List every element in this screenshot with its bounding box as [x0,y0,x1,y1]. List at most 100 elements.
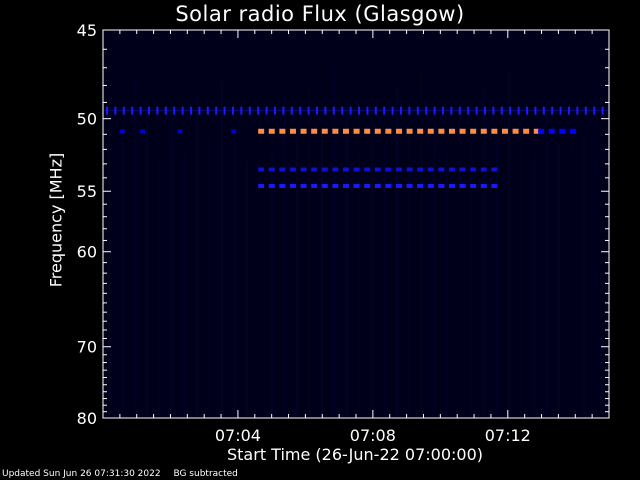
band-tick-0 [240,106,243,115]
band-dash-4 [406,167,413,172]
band-dash-5 [459,183,466,188]
band-tick-0 [198,106,201,115]
spectrogram-background [103,30,609,418]
band-dash-5 [289,183,296,188]
band-dash-1 [491,128,498,134]
band-tick-0 [576,106,579,115]
band-tick-0 [139,106,142,115]
band-dash-1 [353,128,360,134]
band-mark-2 [140,129,146,134]
band-tick-0 [131,106,134,115]
chart-title: Solar radio Flux (Glasgow) [175,2,465,26]
band-dash-5 [438,183,445,188]
band-dash-5 [427,183,434,188]
band-dash-4 [342,167,349,172]
band-dash-1 [480,128,487,134]
band-dash-5 [417,183,424,188]
band-tick-0 [156,106,159,115]
band-dash-4 [438,167,445,172]
band-tick-0 [148,106,150,115]
band-dash-5 [279,183,286,188]
band-dash-4 [311,167,318,172]
band-dash-5 [321,183,328,188]
band-mark-2 [177,129,183,134]
band-dash-1 [448,128,455,134]
band-dash-4 [289,167,296,172]
band-dash-4 [374,167,381,172]
band-tick-0 [181,106,184,115]
band-dash-1 [321,128,328,134]
band-dash-1 [311,128,318,134]
band-tick-0 [500,106,503,115]
band-dash-1 [523,128,530,134]
band-tick-0 [391,106,394,115]
band-tick-0 [257,106,260,115]
band-tick-0 [341,106,344,115]
y-tick-label: 55 [77,182,97,201]
band-tick-0 [265,106,268,115]
band-dash-5 [353,183,360,188]
band-dash-4 [300,167,307,172]
band-dash-5 [385,183,392,188]
band-dash-4 [417,167,424,172]
band-tick-0 [442,106,444,115]
x-tick-label: 07:08 [350,426,396,445]
band-dash-3 [559,128,566,134]
band-tick-0 [509,106,512,115]
band-tick-0 [190,106,192,115]
band-dash-4 [332,167,339,172]
band-tick-0 [416,106,419,115]
band-dash-5 [491,183,498,188]
band-dash-5 [406,183,413,188]
band-dash-4 [385,167,392,172]
band-dash-1 [300,128,307,134]
band-tick-0 [173,106,176,115]
band-dash-1 [533,128,540,134]
band-dash-4 [491,167,498,172]
band-dash-1 [459,128,466,134]
x-axis-label: Start Time (26-Jun-22 07:00:00) [227,445,483,464]
band-tick-0 [316,106,318,115]
band-tick-0 [542,106,545,115]
band-tick-0 [475,106,478,115]
y-axis-label: Frequency [MHz] [46,152,66,288]
band-dash-5 [480,183,487,188]
band-tick-0 [534,106,537,115]
band-dash-4 [470,167,477,172]
band-dash-1 [395,128,402,134]
y-tick-label: 50 [77,110,97,129]
band-dash-1 [342,128,349,134]
band-tick-0 [248,106,251,115]
band-tick-0 [601,106,604,115]
band-tick-0 [307,106,310,115]
band-dash-5 [342,183,349,188]
band-dash-3 [548,128,555,134]
band-dash-5 [364,183,371,188]
band-tick-0 [349,106,352,115]
band-mark-2 [119,129,125,134]
y-tick-label: 70 [77,338,97,357]
band-tick-0 [551,106,554,115]
x-tick-label: 07:04 [215,426,261,445]
band-dash-5 [300,183,307,188]
band-dash-1 [364,128,371,134]
band-dash-4 [480,167,487,172]
updated-timestamp: Updated Sun Jun 26 07:31:30 2022 [2,469,161,479]
band-tick-0 [215,106,218,115]
band-dash-1 [332,128,339,134]
band-dash-1 [417,128,424,134]
band-tick-0 [593,106,596,115]
band-dash-5 [258,183,265,188]
band-tick-0 [484,106,486,115]
band-dash-5 [268,183,275,188]
band-dash-5 [332,183,339,188]
y-tick-label: 60 [77,243,97,262]
band-dash-1 [374,128,381,134]
band-dash-5 [448,183,455,188]
band-dash-4 [353,167,360,172]
band-dash-4 [268,167,275,172]
band-dash-5 [374,183,381,188]
band-tick-0 [324,106,327,115]
band-dash-1 [438,128,445,134]
